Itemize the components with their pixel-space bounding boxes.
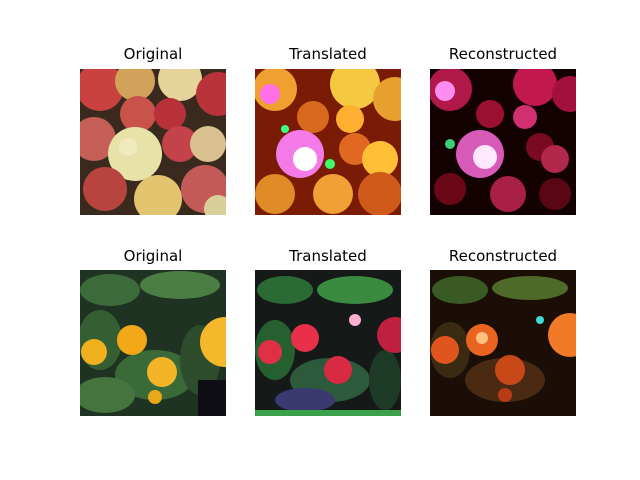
panel-title: Translated	[289, 45, 367, 63]
panel-title: Reconstructed	[448, 247, 558, 265]
panel-title: Translated	[289, 247, 367, 265]
translated-oranges-image	[255, 270, 401, 416]
reconstructed-oranges-image	[430, 270, 576, 416]
translated-apples-image	[255, 69, 401, 215]
original-apples-image	[80, 69, 226, 215]
original-oranges-image	[80, 270, 226, 416]
panel-title: Original	[123, 45, 183, 63]
panel-title: Reconstructed	[448, 45, 558, 63]
panel-title: Original	[123, 247, 183, 265]
reconstructed-apples-image	[430, 69, 576, 215]
